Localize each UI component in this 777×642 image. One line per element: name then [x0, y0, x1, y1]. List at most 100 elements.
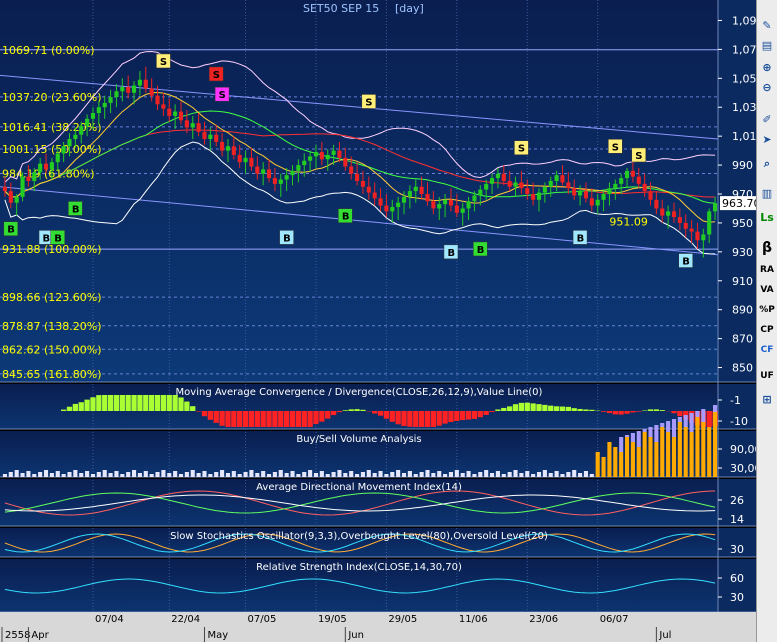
- toolbar-cf-button[interactable]: CF: [760, 345, 774, 355]
- candle: [43, 163, 49, 170]
- candle: [384, 205, 389, 212]
- volume-bar: [666, 432, 671, 477]
- toolbar-chart-icon[interactable]: ▥: [761, 187, 773, 200]
- volume-bar: [384, 474, 389, 477]
- volume-bar: [431, 473, 436, 477]
- right-toolbar: ✎ ▤ ⊕ ⊖ ✐ ➤ ⌕ ▥ Ls β RA VA %P CP CF UF ⊞: [756, 0, 777, 642]
- y-tick-label: 1,010: [732, 130, 757, 143]
- panel-title: Slow Stochastics Oscillator(9,3,3),Overb…: [170, 531, 548, 542]
- toolbar-cp-button[interactable]: CP: [760, 325, 774, 335]
- volume-bar: [595, 452, 600, 477]
- toolbar-ls-button[interactable]: Ls: [760, 211, 774, 224]
- candle: [431, 201, 436, 209]
- volume-bar: [701, 422, 706, 477]
- volume-bar: [448, 472, 454, 477]
- y-tick-label: 890: [732, 304, 753, 317]
- ma-short: [4, 91, 716, 223]
- volume-bar: [495, 471, 500, 477]
- toolbar-beta-button[interactable]: β: [761, 240, 773, 256]
- toolbar-pen-icon[interactable]: ✐: [762, 113, 772, 126]
- candle: [507, 180, 512, 187]
- volume-bar: [478, 472, 483, 477]
- candle: [102, 102, 107, 108]
- candle: [666, 211, 671, 216]
- volume-bar: [472, 474, 477, 477]
- volume-bar: [296, 474, 301, 477]
- toolbar-uf-button[interactable]: UF: [760, 371, 774, 381]
- signal-marker: [279, 230, 294, 245]
- candle: [26, 176, 31, 181]
- candle: [401, 196, 407, 203]
- signal-label: B: [477, 245, 485, 256]
- toolbar-zoom-out-icon[interactable]: ⊖: [762, 81, 772, 94]
- candle: [454, 205, 459, 213]
- volume-bar: [683, 427, 688, 477]
- candle: [396, 202, 401, 208]
- signal-marker: [361, 94, 377, 109]
- time-axis-bg: [0, 612, 757, 642]
- toolbar-pp-button[interactable]: %P: [759, 305, 775, 315]
- signal-marker: [514, 140, 529, 155]
- candle: [624, 170, 630, 179]
- volume-bar: [208, 474, 213, 477]
- toolbar-expand-icon[interactable]: ⊞: [762, 393, 772, 406]
- volume-bar: [578, 473, 583, 477]
- adx-plus-line: [4, 492, 716, 514]
- volume-bar: [261, 471, 266, 477]
- candle: [613, 183, 618, 189]
- volume-bar: [507, 472, 512, 477]
- candle: [214, 134, 219, 142]
- candle: [278, 179, 283, 184]
- toolbar-layers-icon[interactable]: ▤: [761, 39, 773, 52]
- candle: [654, 199, 659, 209]
- volume-bar-top: [666, 421, 671, 432]
- volume-bar: [660, 427, 665, 477]
- y-tick-label: 910: [732, 275, 753, 288]
- candle: [32, 172, 37, 181]
- toolbar-ra-button[interactable]: RA: [760, 265, 774, 275]
- panel-axis-bg: [718, 0, 757, 382]
- toolbar-search-icon[interactable]: ⌕: [763, 157, 771, 170]
- bollinger-lower: [4, 141, 716, 255]
- candle: [636, 176, 641, 184]
- volume-bar: [319, 471, 324, 477]
- volume-bar-top: [689, 413, 694, 432]
- chart-canvas[interactable]: 1069.71 (0.00%) 1037.20 (23.60%) 1016.41 (…: [0, 0, 757, 642]
- toolbar-draw-icon[interactable]: ✎: [762, 19, 772, 32]
- volume-bar-top: [648, 427, 653, 437]
- sub-y-tick-label: 30: [730, 591, 744, 604]
- volume-bar: [167, 473, 172, 477]
- candle: [302, 160, 307, 166]
- fib-label: 1069.71 (0.00%): [2, 44, 95, 57]
- candle: [489, 178, 495, 184]
- candle: [566, 182, 571, 189]
- toolbar-cursor-icon[interactable]: ➤: [762, 133, 772, 146]
- signal-label: S: [365, 97, 372, 108]
- candle: [67, 139, 72, 147]
- candle: [583, 191, 589, 199]
- volume-bar: [630, 442, 635, 477]
- candle: [2, 186, 7, 192]
- sub-y-tick-label: -10: [730, 415, 748, 428]
- toolbar-va-button[interactable]: VA: [760, 285, 774, 295]
- toolbar-zoom-in-icon[interactable]: ⊕: [762, 61, 772, 74]
- volume-bar: [14, 470, 19, 477]
- y-tick-label: 1,070: [732, 43, 757, 56]
- candle: [208, 134, 213, 140]
- volume-bar: [114, 471, 119, 477]
- candle: [108, 97, 113, 103]
- candle: [55, 153, 60, 163]
- x-month-label: Apr: [31, 630, 49, 641]
- candle: [296, 165, 301, 171]
- fib-label: 862.62 (150.00%): [2, 343, 102, 356]
- volume-bar: [607, 442, 612, 477]
- candle: [331, 150, 336, 155]
- bollinger-upper: [4, 50, 716, 183]
- volume-bar: [249, 470, 254, 477]
- volume-bar-top: [701, 409, 706, 422]
- panel-bg: [0, 384, 718, 429]
- panel-axis-bg: [718, 431, 757, 477]
- candle: [231, 146, 236, 155]
- y-tick-label: 930: [732, 246, 753, 259]
